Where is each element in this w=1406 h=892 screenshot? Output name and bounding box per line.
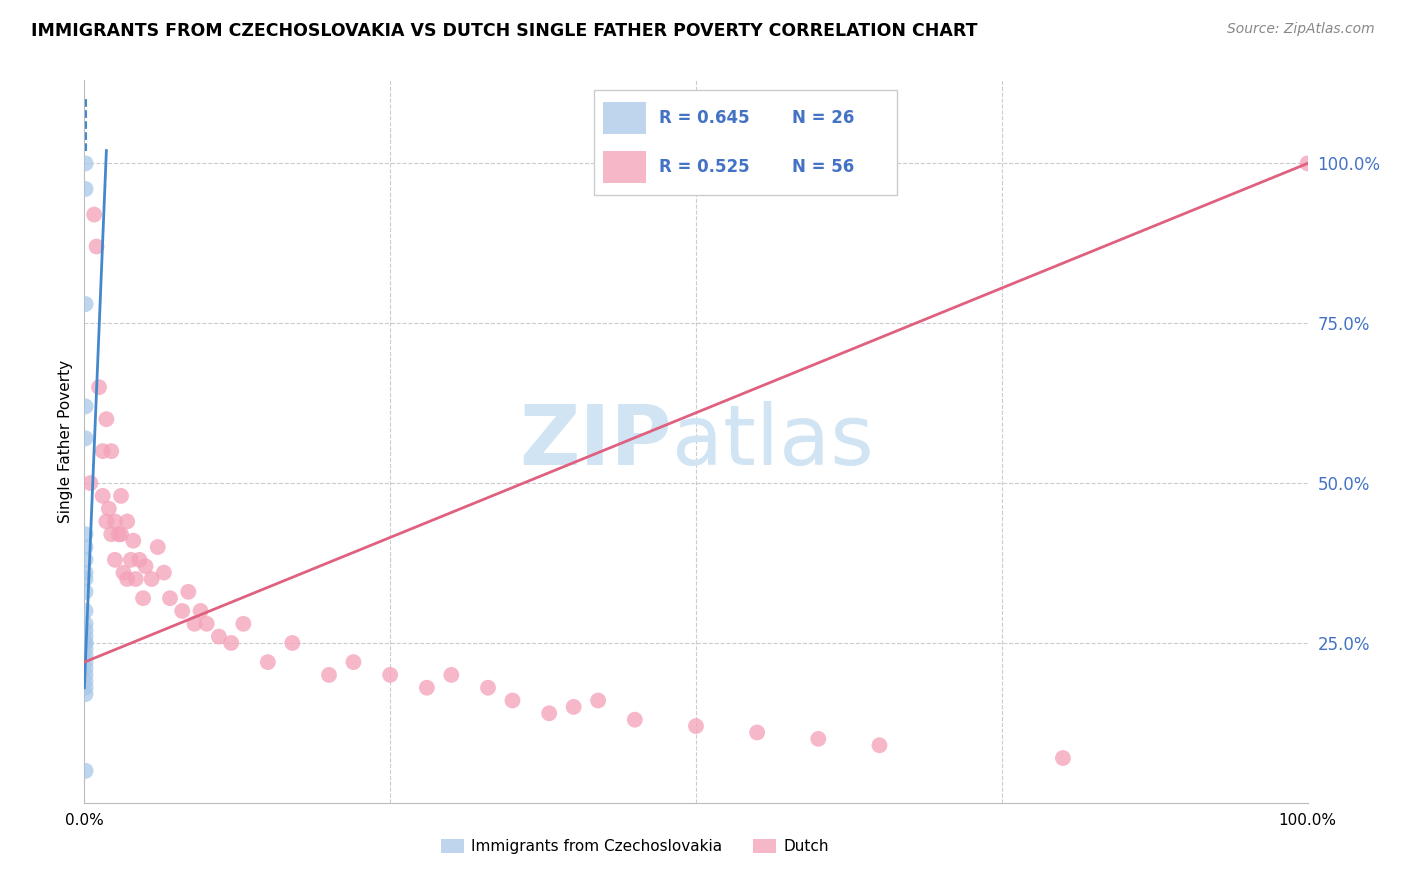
Text: N = 56: N = 56: [792, 159, 853, 177]
Point: [91, 444, 114, 458]
Point: [100, 444, 122, 458]
Point: [75, 655, 97, 669]
Bar: [603, 102, 647, 134]
Point: [96, 412, 118, 426]
Point: [112, 566, 135, 580]
Point: [1296, 156, 1319, 170]
Point: [195, 616, 218, 631]
Text: R = 0.525: R = 0.525: [658, 159, 749, 177]
Point: [153, 566, 176, 580]
Point: [107, 527, 129, 541]
Point: [232, 616, 254, 631]
Point: [120, 553, 142, 567]
Point: [562, 699, 585, 714]
Point: [75, 630, 97, 644]
Text: IMMIGRANTS FROM CZECHOSLOVAKIA VS DUTCH SINGLE FATHER POVERTY CORRELATION CHART: IMMIGRANTS FROM CZECHOSLOVAKIA VS DUTCH …: [31, 22, 977, 40]
Point: [257, 655, 280, 669]
Point: [115, 572, 138, 586]
Point: [75, 297, 97, 311]
Point: [125, 572, 148, 586]
Point: [79, 476, 101, 491]
Point: [115, 515, 138, 529]
Point: [75, 616, 97, 631]
Point: [281, 636, 304, 650]
Point: [75, 636, 97, 650]
Y-axis label: Single Father Poverty: Single Father Poverty: [58, 360, 73, 523]
Point: [380, 668, 402, 682]
Point: [75, 661, 97, 675]
Point: [75, 540, 97, 554]
Point: [75, 764, 97, 778]
Point: [342, 655, 364, 669]
Point: [146, 540, 169, 554]
Point: [502, 693, 524, 707]
Point: [208, 630, 231, 644]
Point: [75, 553, 97, 567]
Point: [75, 674, 97, 689]
Point: [190, 604, 212, 618]
Point: [75, 604, 97, 618]
Text: Source: ZipAtlas.com: Source: ZipAtlas.com: [1227, 22, 1375, 37]
Point: [104, 515, 127, 529]
Point: [75, 636, 97, 650]
Point: [97, 501, 120, 516]
Point: [75, 584, 97, 599]
Point: [440, 668, 463, 682]
Point: [75, 566, 97, 580]
Point: [141, 572, 163, 586]
Point: [177, 584, 200, 599]
Point: [128, 553, 150, 567]
Point: [538, 706, 561, 721]
Point: [75, 648, 97, 663]
Point: [1052, 751, 1074, 765]
Point: [75, 572, 97, 586]
FancyBboxPatch shape: [593, 90, 897, 195]
Point: [122, 533, 145, 548]
Text: atlas: atlas: [672, 401, 873, 482]
Point: [100, 527, 122, 541]
Point: [586, 693, 609, 707]
Point: [132, 591, 155, 606]
Point: [477, 681, 499, 695]
Point: [75, 431, 97, 445]
Point: [135, 559, 157, 574]
Point: [318, 668, 340, 682]
Point: [159, 591, 181, 606]
Point: [86, 239, 108, 253]
Text: N = 26: N = 26: [792, 109, 853, 127]
Text: ZIP: ZIP: [519, 401, 672, 482]
Point: [75, 182, 97, 196]
Legend: Immigrants from Czechoslovakia, Dutch: Immigrants from Czechoslovakia, Dutch: [434, 833, 835, 860]
Point: [96, 515, 118, 529]
Point: [75, 623, 97, 637]
Point: [747, 725, 769, 739]
Point: [624, 713, 647, 727]
Point: [685, 719, 707, 733]
Point: [87, 380, 110, 394]
Point: [75, 400, 97, 414]
Point: [110, 527, 132, 541]
Point: [219, 636, 242, 650]
Point: [75, 156, 97, 170]
Point: [75, 527, 97, 541]
Point: [75, 681, 97, 695]
Bar: [603, 152, 647, 184]
Point: [869, 738, 891, 752]
Point: [91, 489, 114, 503]
Point: [75, 642, 97, 657]
Point: [807, 731, 830, 746]
Point: [83, 208, 105, 222]
Point: [416, 681, 439, 695]
Point: [110, 489, 132, 503]
Point: [104, 553, 127, 567]
Point: [172, 604, 194, 618]
Point: [75, 668, 97, 682]
Point: [75, 687, 97, 701]
Text: R = 0.645: R = 0.645: [658, 109, 749, 127]
Point: [183, 616, 205, 631]
